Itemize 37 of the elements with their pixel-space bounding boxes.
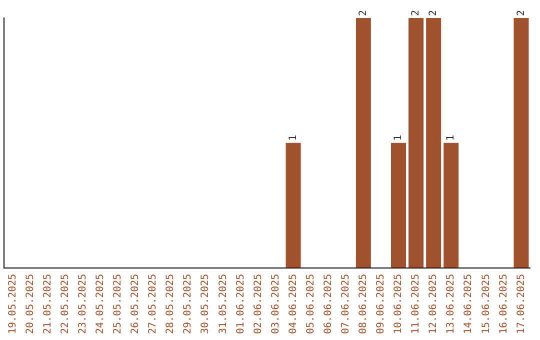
x-tick-label: 29.05.2025 (182, 274, 194, 334)
x-tick-label: 28.05.2025 (165, 274, 176, 334)
x-tick-label: 23.05.2025 (77, 274, 88, 334)
x-tick-label: 10.06.2025 (393, 274, 404, 334)
data-label: 2 (410, 10, 422, 16)
x-tick-label: 26.05.2025 (130, 274, 142, 334)
data-label: 1 (446, 134, 457, 141)
data-label: 2 (428, 10, 440, 16)
x-tick-label: 03.06.2025 (270, 274, 282, 334)
x-tick-label: 14.06.2025 (463, 274, 474, 334)
x-tick-label: 04.06.2025 (288, 274, 299, 334)
x-tick-label: 05.06.2025 (305, 274, 316, 334)
x-tick-label: 09.06.2025 (376, 274, 387, 334)
data-label: 2 (516, 10, 527, 16)
x-tick-label: 20.05.2025 (24, 274, 36, 334)
x-tick-label: 11.06.2025 (410, 274, 422, 334)
data-label: 1 (393, 134, 404, 141)
x-tick-label: 17.06.2025 (516, 274, 527, 334)
x-tick-label: 27.05.2025 (148, 274, 159, 334)
x-tick-label: 12.06.2025 (428, 274, 440, 334)
x-tick-label: 15.06.2025 (480, 274, 492, 334)
x-tick-label: 01.06.2025 (235, 274, 246, 334)
x-tick-label: 02.06.2025 (252, 274, 264, 334)
data-label: 1 (288, 134, 299, 141)
x-tick-label: 22.05.2025 (60, 274, 71, 334)
x-tick-label: 08.06.2025 (358, 274, 370, 334)
x-tick-label: 30.05.2025 (200, 274, 212, 334)
x-tick-label: 13.06.2025 (446, 274, 457, 334)
x-tick-label: 24.05.2025 (95, 274, 106, 334)
x-tick-label: 31.05.2025 (218, 274, 229, 334)
x-tick-label: 07.06.2025 (340, 274, 352, 334)
x-tick-label: 19.05.2025 (7, 274, 18, 334)
x-tick-label: 25.05.2025 (112, 274, 124, 334)
x-tick-label: 06.06.2025 (322, 274, 334, 334)
data-label: 2 (358, 10, 370, 16)
x-tick-label: 21.05.2025 (42, 274, 54, 334)
x-tick-label: 16.06.2025 (498, 274, 510, 334)
